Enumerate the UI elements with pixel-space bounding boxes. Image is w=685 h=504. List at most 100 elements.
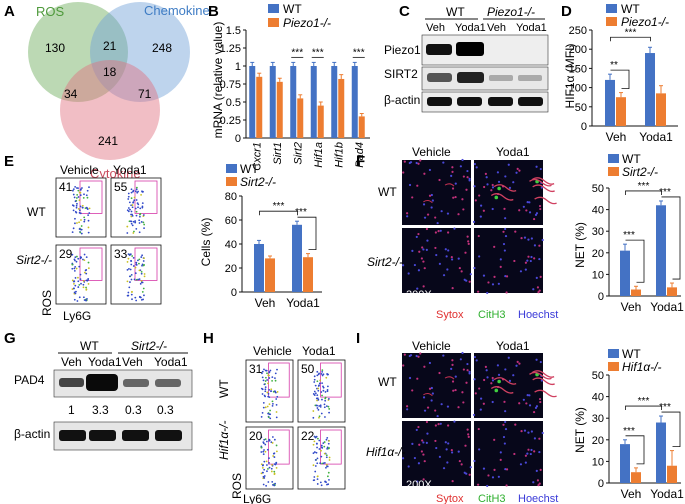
flow-e-event: [135, 188, 138, 191]
flow-e-event: [83, 193, 85, 196]
micro-i-nucleus: [538, 437, 541, 440]
micro-i-nucleus: [444, 441, 447, 444]
legend-f-wt: WT: [622, 152, 641, 166]
micro-i-nucleus: [428, 361, 432, 365]
micro-i-nucleus: [428, 387, 432, 390]
flow-e-event: [73, 280, 76, 283]
micro-f-nucleus: [483, 185, 486, 189]
micro-i-nucleus: [514, 423, 517, 426]
flow-h-gate: [320, 429, 342, 465]
flow-h-gate: [268, 362, 290, 398]
flow-e-event: [142, 214, 145, 216]
flow-e-event: [79, 278, 82, 281]
micro-i-nucleus: [504, 427, 508, 431]
flow-h-event: [327, 405, 330, 408]
flow-h-event: [273, 473, 276, 476]
micro-i-nucleus: [541, 431, 544, 435]
flow-h-event: [313, 476, 316, 478]
flow-h-event: [312, 452, 315, 455]
micro-i-nucleus: [411, 389, 414, 392]
micro-f-nucleus: [535, 165, 538, 168]
micro-f-nucleus: [450, 174, 453, 177]
chart-f-sig-bracket: [625, 190, 662, 195]
micro-f-nucleus: [464, 251, 467, 254]
micro-f-nucleus: [480, 204, 483, 207]
micro-f-nucleus: [452, 196, 455, 199]
flow-h-event: [316, 407, 319, 409]
flow-h-event: [316, 374, 319, 377]
flow-h-event: [328, 456, 331, 459]
chart-b-category-label: Pad4: [354, 142, 366, 168]
chart-b-ytick-label: 0.25: [220, 115, 241, 127]
flow-e-event: [142, 298, 144, 301]
flow-e-event: [141, 291, 144, 293]
flow-e-event: [79, 209, 81, 212]
flow-h-event: [313, 375, 316, 378]
flow-h-event: [269, 409, 272, 412]
chart-i-category-label: Yoda1: [650, 487, 684, 501]
micro-f-nucleus: [526, 259, 529, 262]
flow-e-event: [81, 206, 84, 209]
blot-g-quant-4: 0.3: [157, 403, 174, 417]
flow-h-plot: [297, 359, 346, 423]
flow-h-event: [274, 372, 277, 375]
flow-h-event: [260, 463, 263, 466]
flow-h-event: [321, 398, 323, 401]
micro-i-net-strand: [490, 386, 514, 394]
flow-h-event: [264, 388, 267, 391]
micro-i-net-strand: [423, 393, 433, 397]
band-sirt2-1: [427, 73, 452, 82]
flow-h-event: [325, 376, 328, 379]
flow-e-event: [129, 220, 132, 223]
flow-e-event: [82, 283, 85, 286]
micro-i-nucleus: [503, 400, 506, 403]
chart-f-ytick-label: 30: [592, 226, 604, 238]
micro-i-col-vehicle: Vehicle: [412, 339, 451, 353]
micro-i-nucleus: [504, 410, 507, 413]
flow-e-event: [78, 283, 81, 286]
micro-i-net-strand: [531, 370, 555, 378]
micro-i-nucleus: [505, 484, 508, 487]
chart-d-bar-wt-yoda1: [645, 53, 655, 126]
flow-e-event: [85, 206, 88, 209]
micro-f-nucleus: [535, 276, 538, 279]
micro-i-nucleus: [526, 452, 529, 455]
micro-f-nucleus: [534, 213, 538, 216]
flow-h-event: [320, 391, 323, 393]
micro-i-nucleus: [450, 367, 453, 370]
micro-f-nucleus: [473, 162, 476, 166]
micro-f-nucleus: [523, 236, 527, 239]
micro-f-nucleus: [422, 285, 425, 288]
flow-e-event: [126, 232, 129, 234]
flow-e-event: [130, 204, 133, 207]
flow-h-event: [327, 483, 330, 486]
flow-h-event: [271, 463, 274, 466]
micro-f-nucleus: [422, 248, 425, 251]
micro-i-nucleus: [442, 467, 446, 470]
panel-label-g: G: [4, 330, 16, 347]
micro-i-nucleus: [425, 420, 429, 424]
micro-i-nucleus: [518, 362, 521, 365]
chart-b-ytick-label: 1: [235, 61, 241, 73]
blot-c-row-actin: β-actin: [384, 93, 420, 107]
flow-h-event: [268, 388, 271, 391]
chart-d-sig-label: **: [610, 60, 618, 71]
flow-h-event: [267, 395, 270, 398]
flow-e-event: [78, 296, 81, 299]
micro-f-nucleus: [522, 205, 525, 208]
micro-f-nucleus: [503, 249, 506, 252]
flow-e-event: [76, 300, 79, 302]
venn-label-cytokine: Cytokine: [90, 166, 141, 181]
flow-e-event: [137, 259, 139, 262]
chart-d-bar-ko-veh: [616, 97, 626, 126]
flow-e-event: [138, 262, 140, 265]
micro-i-nucleus: [474, 392, 477, 395]
flow-e-event: [140, 272, 143, 275]
chart-b-category-label: Hif1a: [313, 142, 325, 168]
chart-d-ytick-label: 50: [575, 102, 587, 114]
flow-h-event: [260, 436, 263, 439]
blot-g-row-actin: β-actin: [14, 427, 50, 441]
flow-e-gate-pct: 55: [114, 180, 128, 194]
micro-f-image: [402, 228, 471, 293]
